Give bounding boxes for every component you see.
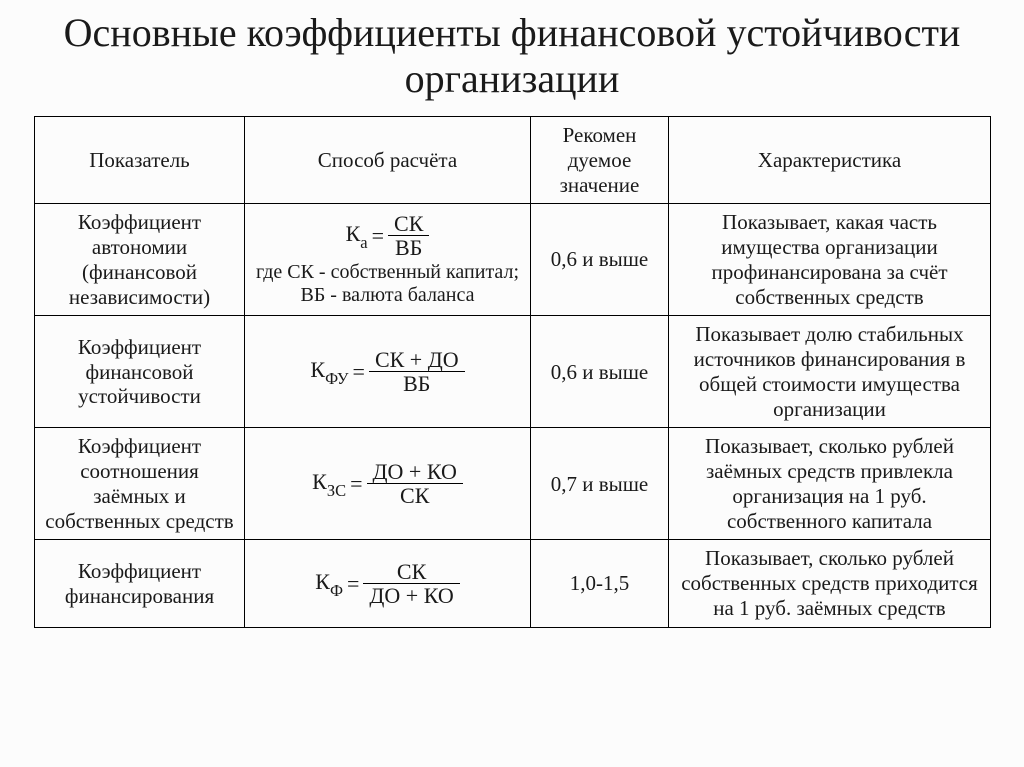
table-row: Коэффициент автономии (финансовой незави… <box>35 204 991 316</box>
equals-sign: = <box>343 571 363 597</box>
formula-fraction: СКВБ <box>388 212 429 259</box>
cell-description: Показывает, сколько рублей заёмных средс… <box>669 428 991 540</box>
col-header-indicator: Показатель <box>35 117 245 204</box>
formula-block: КФ=СКДО + КО <box>315 560 459 607</box>
formula-symbol: Ка <box>346 221 368 251</box>
formula-block: КФУ=СК + ДОВБ <box>310 348 464 395</box>
coefficients-table: Показатель Способ расчёта Рекомендуемое … <box>34 116 991 628</box>
cell-indicator: Коэффициент автономии (финансовой незави… <box>35 204 245 316</box>
cell-recommended: 1,0-1,5 <box>531 540 669 627</box>
cell-indicator: Коэффициент финансирования <box>35 540 245 627</box>
formula-numerator: СК <box>388 212 429 236</box>
formula-denominator: ВБ <box>369 372 465 395</box>
formula-symbol: КФУ <box>310 357 348 387</box>
formula-symbol: КФ <box>315 569 343 599</box>
table-row: Коэффициент финансирования КФ=СКДО + КО 1,… <box>35 540 991 627</box>
formula-subscript: ЗС <box>327 481 346 500</box>
formula-numerator: СК <box>363 560 459 584</box>
equals-sign: = <box>349 359 369 385</box>
formula-symbol: КЗС <box>312 469 346 499</box>
cell-description: Показывает, какая часть имущества органи… <box>669 204 991 316</box>
formula-denominator: ВБ <box>388 236 429 259</box>
formula-block: Ка=СКВБгде СК - собственный капитал; ВБ … <box>253 212 522 307</box>
formula-denominator: СК <box>367 484 463 507</box>
formula-subscript: Ф <box>330 581 343 600</box>
table-row: Коэффициент финансовой устойчивости КФУ=С… <box>35 316 991 428</box>
cell-formula: КЗС=ДО + КОСК <box>245 428 531 540</box>
formula: КФУ=СК + ДОВБ <box>310 357 464 382</box>
formula-numerator: СК + ДО <box>369 348 465 372</box>
cell-formula: КФУ=СК + ДОВБ <box>245 316 531 428</box>
cell-description: Показывает долю стабильных источников фи… <box>669 316 991 428</box>
formula-denominator: ДО + КО <box>363 584 459 607</box>
formula-note: где СК - собственный капитал; ВБ - валют… <box>253 261 522 307</box>
formula-fraction: СК + ДОВБ <box>369 348 465 395</box>
formula-fraction: СКДО + КО <box>363 560 459 607</box>
formula: КЗС=ДО + КОСК <box>312 469 463 494</box>
formula-block: КЗС=ДО + КОСК <box>312 460 463 507</box>
cell-formula: Ка=СКВБгде СК - собственный капитал; ВБ … <box>245 204 531 316</box>
cell-formula: КФ=СКДО + КО <box>245 540 531 627</box>
table-body: Коэффициент автономии (финансовой незави… <box>35 204 991 627</box>
equals-sign: = <box>346 471 366 497</box>
col-header-method: Способ расчёта <box>245 117 531 204</box>
table-row: Коэффициент соотношения заёмных и собств… <box>35 428 991 540</box>
formula: Ка=СКВБ <box>346 221 430 246</box>
cell-recommended: 0,6 и выше <box>531 316 669 428</box>
formula-fraction: ДО + КОСК <box>367 460 463 507</box>
cell-indicator: Коэффициент финансовой устойчивости <box>35 316 245 428</box>
equals-sign: = <box>368 223 388 249</box>
page: Основные коэффициенты финансовой устойчи… <box>0 0 1024 628</box>
cell-recommended: 0,6 и выше <box>531 204 669 316</box>
col-header-recommended: Рекомендуемое значение <box>531 117 669 204</box>
cell-description: Показывает, сколько рублей собственных с… <box>669 540 991 627</box>
cell-indicator: Коэффициент соотношения заёмных и собств… <box>35 428 245 540</box>
formula-numerator: ДО + КО <box>367 460 463 484</box>
formula-subscript: ФУ <box>325 369 348 388</box>
page-title: Основные коэффициенты финансовой устойчи… <box>34 10 990 102</box>
formula-subscript: а <box>360 233 367 252</box>
col-header-description: Характеристика <box>669 117 991 204</box>
cell-recommended: 0,7 и выше <box>531 428 669 540</box>
table-header-row: Показатель Способ расчёта Рекомендуемое … <box>35 117 991 204</box>
formula: КФ=СКДО + КО <box>315 569 459 594</box>
